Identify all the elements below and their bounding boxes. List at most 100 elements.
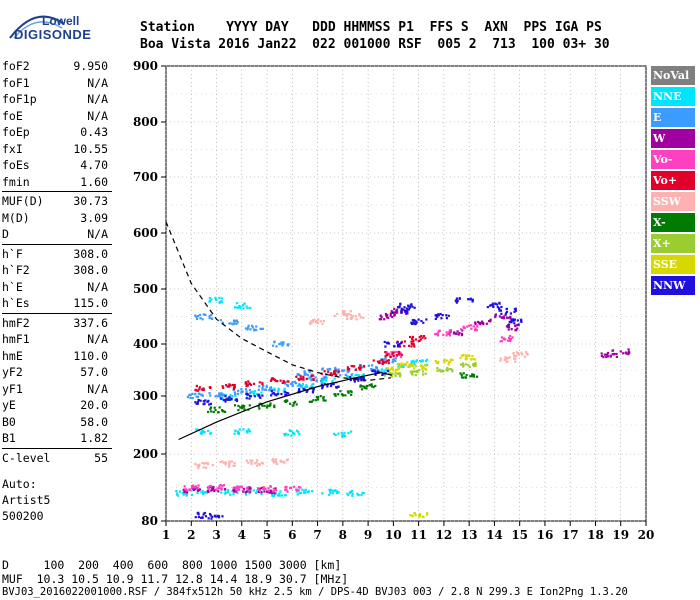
data-point	[415, 360, 418, 363]
data-point	[436, 334, 440, 337]
data-point	[238, 428, 241, 431]
data-point	[190, 485, 194, 488]
data-point	[194, 401, 197, 404]
data-point	[228, 460, 231, 463]
data-point	[341, 435, 344, 438]
data-point	[202, 313, 205, 316]
data-point	[460, 373, 463, 376]
data-point	[347, 313, 350, 316]
data-point	[605, 355, 608, 359]
data-point	[232, 493, 235, 496]
data-point	[301, 488, 304, 491]
data-point	[284, 434, 287, 437]
data-point	[233, 404, 237, 407]
data-point	[282, 342, 285, 345]
data-point	[359, 384, 362, 387]
data-point	[314, 321, 317, 324]
data-point	[424, 372, 427, 375]
data-point	[273, 492, 276, 495]
data-point	[195, 485, 198, 488]
data-point	[261, 383, 264, 386]
data-point	[220, 491, 223, 494]
param-separator	[2, 243, 112, 245]
data-point	[272, 494, 275, 498]
data-point	[319, 379, 323, 383]
data-point	[611, 349, 615, 352]
data-point	[411, 305, 414, 308]
data-point	[204, 466, 208, 469]
data-point	[298, 433, 301, 436]
y-tick-label: 700	[133, 170, 158, 184]
param-value: N/A	[87, 381, 108, 396]
data-point	[324, 399, 327, 402]
data-point	[213, 489, 216, 492]
x-tick-label: 14	[486, 528, 503, 542]
data-point	[513, 322, 516, 325]
data-point	[476, 325, 479, 328]
data-point	[324, 379, 328, 382]
data-point	[257, 388, 260, 391]
data-point	[195, 402, 198, 405]
data-point	[235, 489, 238, 492]
data-point	[328, 368, 331, 371]
data-point	[410, 322, 414, 326]
data-point	[335, 373, 338, 377]
data-point	[400, 311, 403, 314]
data-point	[505, 307, 508, 311]
data-point	[394, 371, 397, 374]
data-point	[250, 391, 254, 394]
data-point	[201, 461, 204, 465]
data-point	[500, 305, 503, 309]
data-point	[516, 327, 519, 330]
data-point	[331, 489, 334, 492]
data-point	[370, 385, 374, 388]
data-point	[341, 310, 345, 313]
data-point	[249, 459, 252, 462]
data-point	[459, 372, 462, 375]
data-point	[505, 316, 509, 319]
data-point	[269, 402, 272, 405]
data-point	[272, 392, 275, 395]
data-point	[205, 491, 209, 494]
data-point	[204, 461, 207, 465]
data-point	[207, 410, 210, 414]
data-point	[237, 389, 240, 392]
data-point	[353, 378, 356, 382]
data-point	[221, 515, 224, 518]
data-point	[197, 484, 200, 487]
data-point	[246, 488, 249, 491]
data-point	[261, 386, 264, 390]
x-tick-label: 12	[436, 528, 453, 542]
data-point	[211, 515, 214, 518]
data-point	[285, 391, 289, 395]
data-point	[238, 485, 241, 488]
data-point	[306, 490, 310, 494]
data-point	[499, 340, 502, 343]
data-point	[464, 358, 467, 361]
data-point	[602, 355, 605, 359]
data-point	[357, 379, 360, 382]
data-point	[235, 399, 239, 403]
data-point	[496, 305, 499, 309]
data-point	[400, 341, 403, 345]
data-point	[422, 365, 425, 368]
data-point	[277, 387, 280, 390]
data-point	[289, 486, 292, 490]
data-point	[286, 433, 290, 436]
data-point	[210, 517, 213, 520]
data-point	[400, 362, 403, 365]
data-point	[199, 516, 203, 519]
data-point	[396, 341, 399, 344]
data-point	[232, 486, 235, 490]
param-value: 3.09	[80, 210, 108, 225]
data-point	[202, 400, 205, 403]
param-label: fmin	[2, 174, 30, 189]
data-point	[303, 370, 306, 373]
y-tick-label: 400	[133, 337, 158, 351]
data-point	[232, 386, 236, 389]
data-point	[396, 343, 400, 347]
data-point	[384, 345, 387, 348]
data-point	[196, 428, 199, 431]
data-point	[386, 369, 390, 373]
data-point	[320, 377, 323, 381]
